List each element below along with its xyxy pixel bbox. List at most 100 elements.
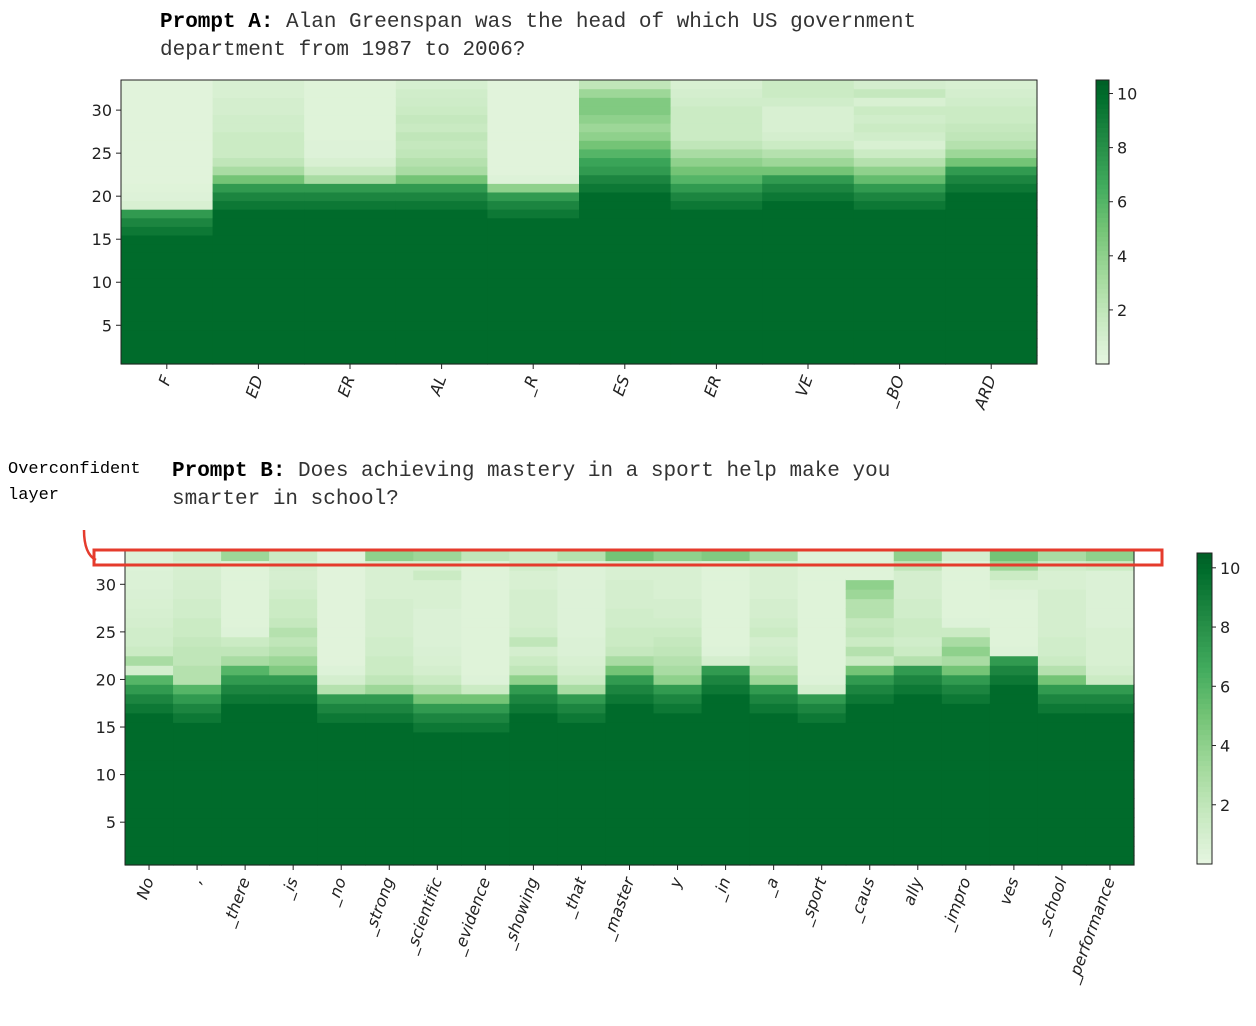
heatmap-cell: [487, 295, 580, 305]
heatmap-cell: [579, 209, 672, 219]
heatmap-cell: [212, 234, 305, 245]
y-tick-label: 5: [106, 813, 116, 832]
heatmap-cell: [221, 760, 270, 771]
colorbar-segment: [1096, 193, 1109, 199]
heatmap-cell: [670, 269, 763, 279]
heatmap-cell: [487, 200, 580, 210]
heatmap-cell: [557, 798, 607, 809]
heatmap-cell: [853, 286, 946, 296]
heatmap-cell: [701, 646, 751, 657]
heatmap-cell: [557, 579, 607, 590]
heatmap-cell: [125, 617, 174, 628]
heatmap-cell: [212, 209, 305, 219]
colorbar-segment: [1096, 245, 1109, 251]
heatmap-cell: [487, 80, 580, 90]
heatmap-cell: [853, 174, 946, 184]
heatmap-cell: [1037, 598, 1087, 609]
heatmap-cell: [893, 750, 943, 761]
heatmap-cell: [173, 750, 222, 761]
heatmap-cell: [509, 836, 559, 847]
heatmap-cell: [557, 684, 607, 695]
heatmap-cell: [212, 226, 305, 236]
heatmap-cell: [893, 674, 943, 685]
colorbar-segment: [1096, 255, 1109, 261]
heatmap-cell: [989, 798, 1039, 809]
heatmap-cell: [605, 589, 655, 600]
heatmap-cell: [853, 209, 946, 219]
heatmap-cell: [317, 845, 366, 857]
heatmap-cell: [749, 855, 799, 866]
heatmap-cell: [853, 148, 946, 159]
colorbar-segment: [1197, 672, 1212, 678]
heatmap-cell: [269, 741, 318, 752]
heatmap-cell: [853, 243, 946, 253]
colorbar-segment: [1096, 274, 1109, 280]
heatmap-cell: [1085, 845, 1135, 857]
heatmap-cell: [989, 674, 1039, 685]
heatmap-cell: [125, 570, 174, 581]
colorbar-segment: [1197, 791, 1212, 798]
heatmap-cell: [941, 855, 991, 866]
x-tick-label: _master: [598, 874, 640, 944]
heatmap-cell: [269, 646, 318, 657]
heatmap-cell: [557, 779, 607, 790]
heatmap-cell: [365, 617, 414, 628]
heatmap-cell: [212, 295, 305, 305]
heatmap-cell: [125, 636, 174, 647]
heatmap-cell: [893, 722, 943, 733]
heatmap-cell: [670, 88, 763, 98]
heatmap-cell: [395, 148, 488, 159]
heatmap-cell: [749, 617, 799, 628]
colorbar-segment: [1096, 326, 1109, 332]
colorbar-segment: [1197, 806, 1212, 813]
heatmap-cell: [701, 788, 751, 799]
heatmap-cell: [670, 346, 763, 356]
colorbar-segment: [1096, 89, 1109, 95]
heatmap-cell: [221, 712, 270, 723]
heatmap-cell: [989, 617, 1039, 628]
heatmap-cell: [365, 779, 414, 790]
heatmap-cell: [797, 589, 847, 600]
heatmap-cell: [853, 329, 946, 339]
heatmap-cell: [121, 191, 214, 202]
heatmap-cell: [945, 148, 1038, 159]
heatmap-cell: [1085, 684, 1135, 695]
heatmap-cell: [579, 243, 672, 253]
heatmap-cell: [212, 88, 305, 98]
heatmap-cell: [221, 636, 270, 647]
heatmap-cell: [1037, 731, 1087, 742]
heatmap-cell: [1085, 636, 1135, 647]
heatmap-cell: [845, 551, 895, 562]
heatmap-cell: [853, 200, 946, 210]
heatmap-cell: [395, 166, 488, 176]
heatmap-cell: [989, 693, 1039, 704]
heatmap-cell: [317, 722, 366, 733]
heatmap-cell: [317, 674, 366, 685]
heatmap-cell: [317, 693, 366, 704]
heatmap-cell: [269, 598, 318, 609]
heatmap-cell: [605, 570, 655, 581]
heatmap-cell: [317, 741, 366, 752]
colorbar-segment: [1096, 288, 1109, 294]
heatmap-cell: [212, 346, 305, 356]
heatmap-cell: [413, 779, 462, 790]
heatmap-cell: [487, 140, 580, 150]
heatmap-cell: [221, 589, 270, 600]
heatmap-cell: [121, 320, 214, 331]
heatmap-cell: [845, 636, 895, 647]
colorbar-segment: [1096, 222, 1109, 228]
heatmap-cell: [173, 741, 222, 752]
heatmap-cell: [670, 174, 763, 184]
heatmap-cell: [670, 312, 763, 322]
heatmap-cell: [670, 234, 763, 245]
colorbar-tick-label: 8: [1117, 139, 1127, 158]
heatmap-cell: [749, 627, 799, 638]
colorbar-segment: [1096, 146, 1109, 152]
heatmap-cell: [487, 355, 580, 365]
heatmap-cell: [461, 712, 510, 723]
heatmap-cell: [1037, 608, 1087, 619]
colorbar-tick-label: 6: [1117, 193, 1127, 212]
heatmap-cell: [797, 817, 847, 828]
heatmap-cell: [853, 355, 946, 365]
heatmap-cell: [989, 731, 1039, 742]
